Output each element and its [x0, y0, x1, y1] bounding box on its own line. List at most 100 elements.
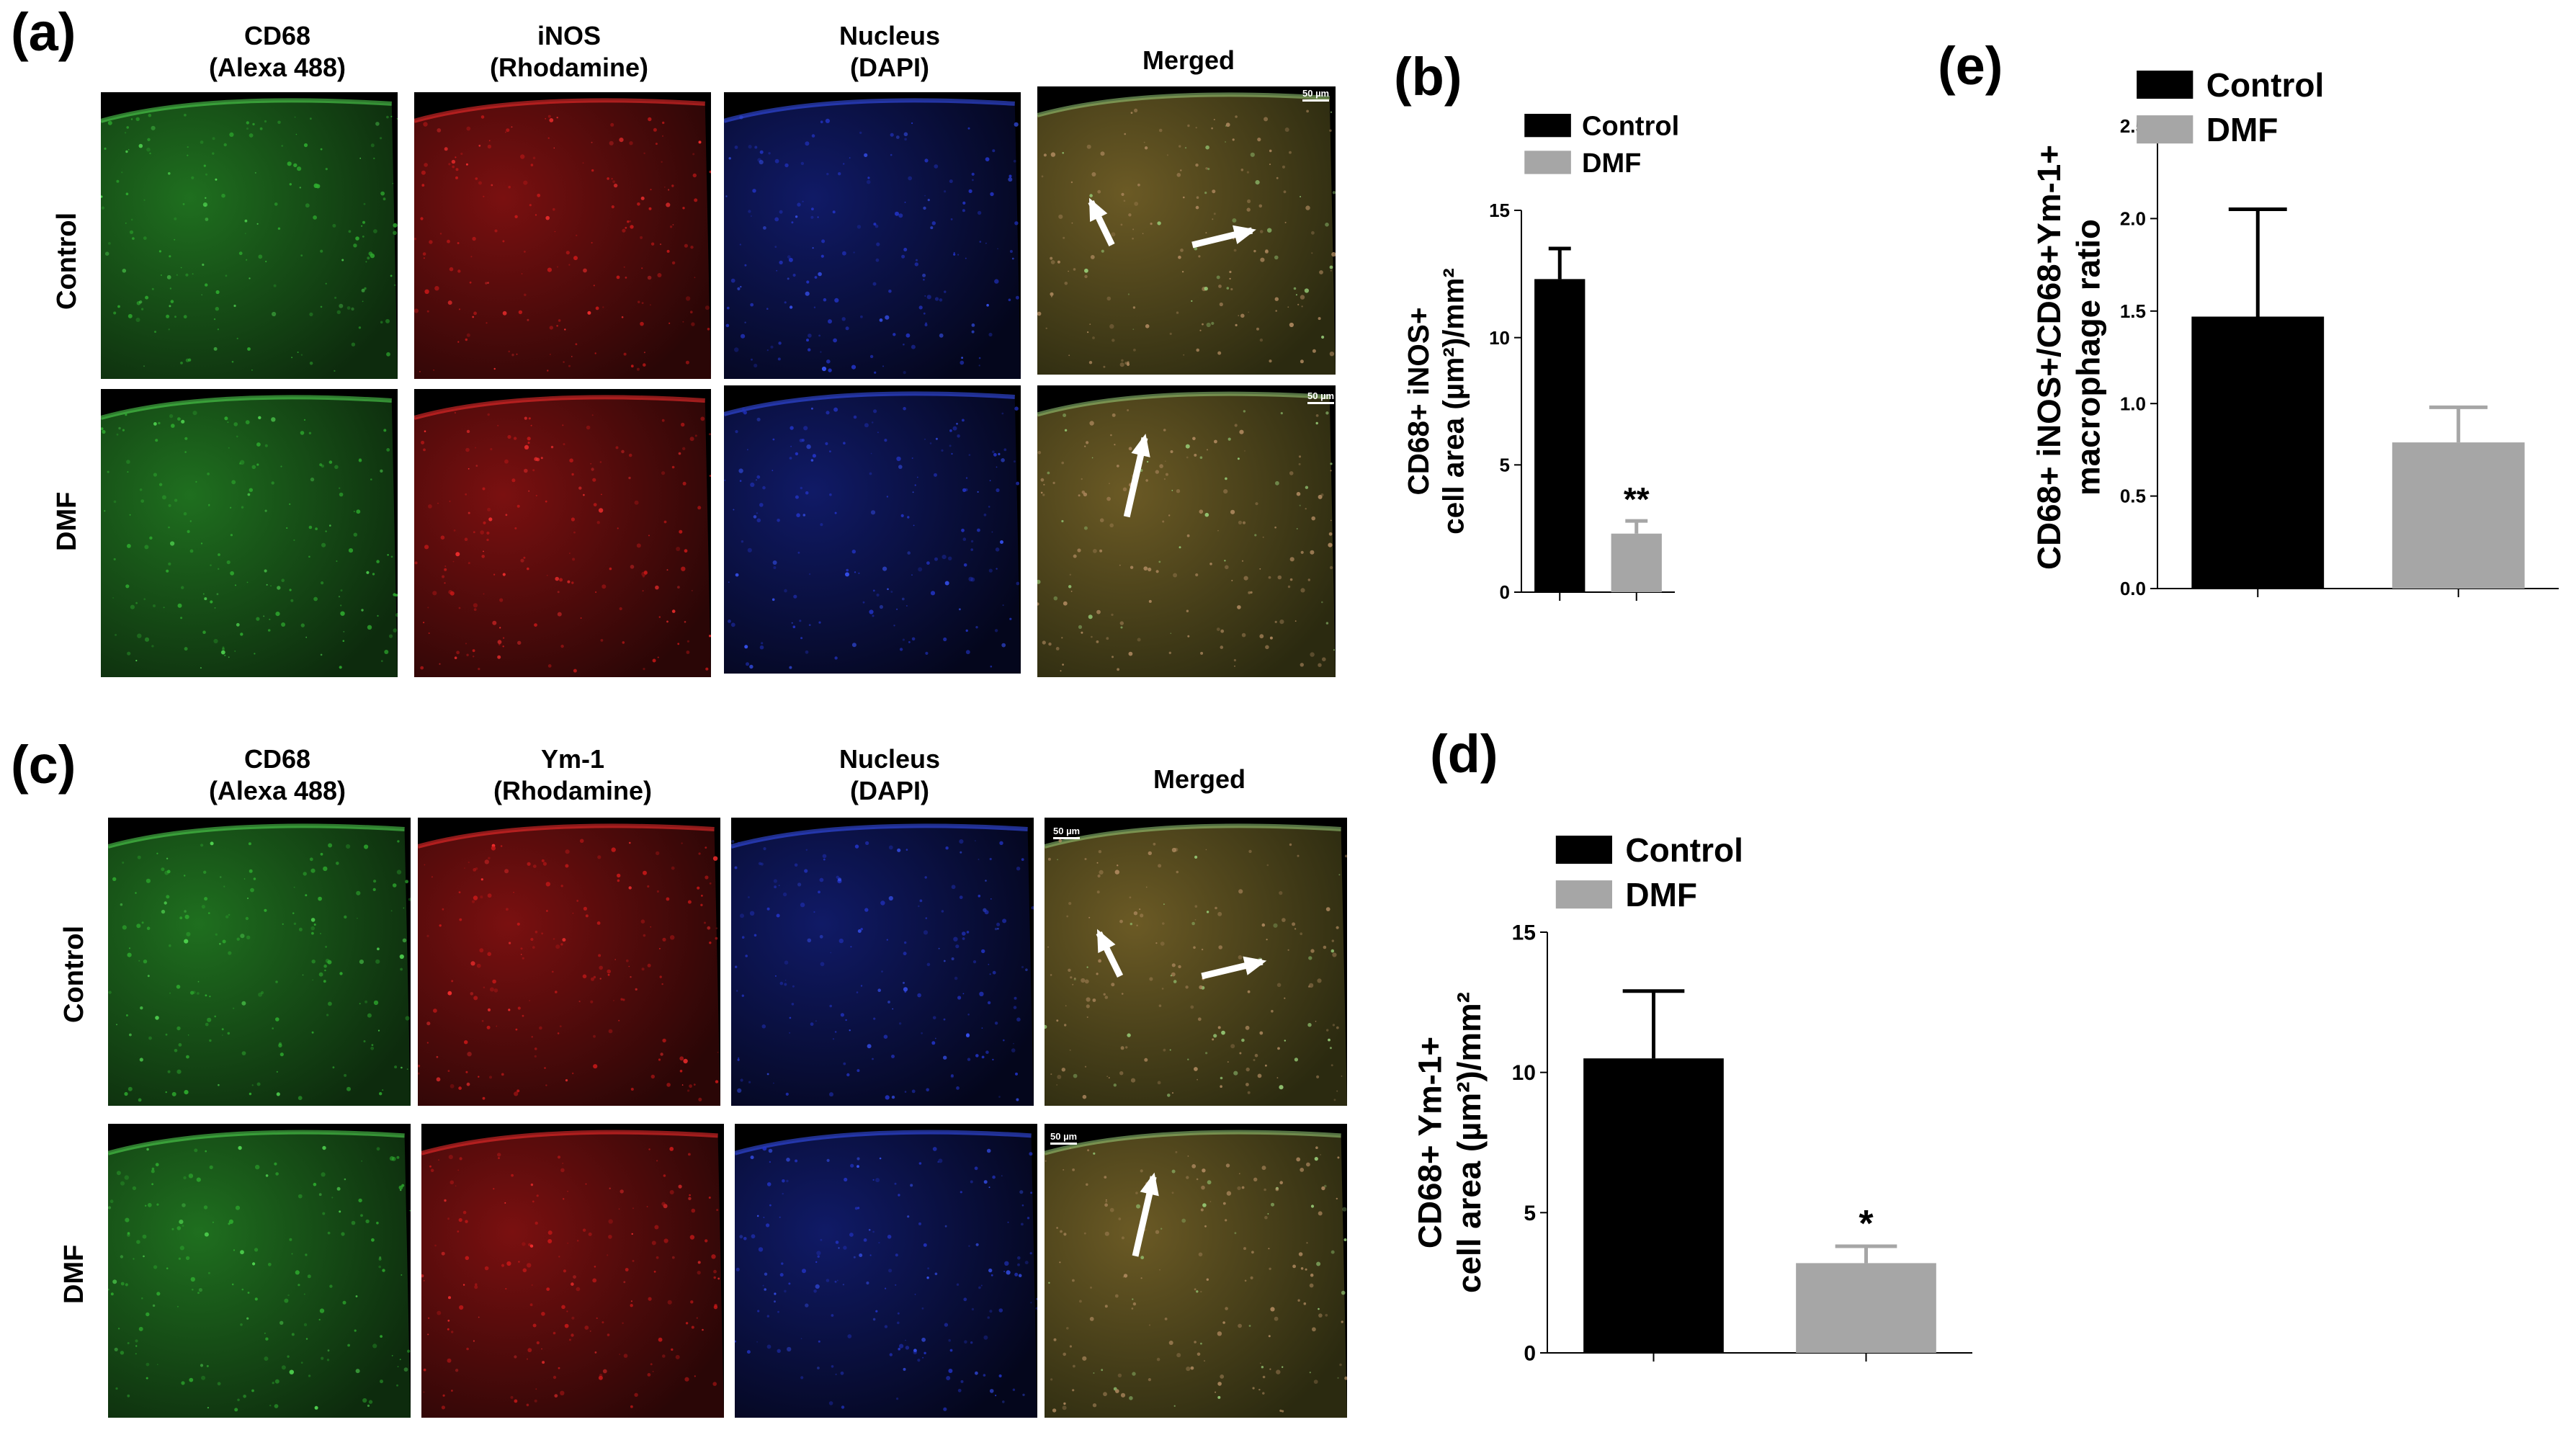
panel-a-header-cd68: CD68 (Alexa 488) [208, 21, 346, 82]
legend-swatch-dmf [1524, 151, 1571, 174]
legend-label-control: Control [1625, 831, 1743, 869]
micrograph-image [418, 818, 720, 1106]
micrograph-image [101, 389, 398, 677]
scale-bar: 50 µm [1050, 1131, 1078, 1145]
micrograph-image [735, 1124, 1037, 1418]
arrow-head-icon [1131, 434, 1150, 457]
bar-dmf [1796, 1263, 1936, 1353]
legend-swatch-control [1524, 114, 1571, 138]
y-tick-label: 1.0 [2120, 393, 2146, 414]
micrograph-c-control-cd68 [108, 818, 411, 1106]
micrograph-a-dmf-merged [1037, 385, 1336, 677]
legend-label-dmf: DMF [1582, 148, 1641, 179]
panel-c-row-dmf: DMF [59, 1244, 89, 1304]
micrograph-image [414, 389, 711, 677]
panel-c-row-control: Control [59, 925, 89, 1023]
arrow-head-icon [1243, 956, 1267, 975]
bar-chart-d: 0 5 10 15 * CD68+ Ym-1+ cell area (µm²)/mm² Con… [1397, 792, 1974, 1426]
micrograph-image [1037, 86, 1336, 375]
micrograph-image [1037, 385, 1336, 677]
panel-a-header-inos: iNOS (Rhodamine) [490, 21, 648, 82]
micrograph-image [108, 818, 411, 1106]
legend-label-dmf: DMF [1625, 876, 1697, 913]
bar-control [2191, 316, 2325, 589]
legend-swatch-dmf [2137, 115, 2193, 144]
legend-swatch-control [1555, 836, 1612, 864]
panel-label-e: (e) [1938, 36, 2003, 96]
scale-bar: 50 µm [1302, 88, 1330, 102]
y-tick-label: 15 [1489, 200, 1510, 221]
chart-svg: 0 5 10 15 * CD68+ Ym-1+ cell area (µm²)/mm² Con… [1411, 831, 1972, 1366]
micrograph-c-control-merged [1045, 818, 1347, 1106]
panel-a-row-control: Control [52, 212, 82, 310]
bar-control [1583, 1058, 1724, 1353]
y-tick-label: 0 [1524, 1342, 1536, 1366]
y-tick-label: 1.5 [2120, 300, 2146, 322]
micrograph-c-dmf-ym1 [421, 1124, 724, 1418]
panel-a-header-merged: Merged [1142, 45, 1235, 75]
micrograph-image [1045, 1124, 1347, 1418]
micrograph-image [724, 92, 1021, 379]
chart-svg: 0 5 10 15 ** CD68+ iNOS+ cell area (µm²)/mm² Co… [1402, 112, 1679, 603]
micrograph-c-control-ym1 [418, 818, 720, 1106]
bar-dmf [1611, 533, 1662, 592]
y-tick-label: 15 [1512, 921, 1536, 945]
micrograph-image [724, 385, 1021, 674]
y-axis-label: cell area (µm²)/mm² [1451, 992, 1488, 1293]
panel-label-d: (d) [1430, 724, 1498, 784]
micrograph-image [108, 1124, 411, 1418]
legend-label-dmf: DMF [2206, 111, 2278, 148]
bar-dmf [2392, 442, 2525, 589]
y-tick-label: 0.5 [2120, 486, 2146, 507]
micrograph-a-dmf-nucleus [724, 385, 1021, 674]
panel-label-b: (b) [1394, 47, 1462, 107]
legend-label-control: Control [2206, 66, 2325, 104]
micrograph-c-dmf-merged [1045, 1124, 1347, 1418]
micrograph-image [101, 92, 398, 379]
micrograph-a-control-merged [1037, 86, 1336, 375]
micrograph-c-dmf-nucleus [735, 1124, 1037, 1418]
micrograph-a-control-cd68 [101, 92, 398, 379]
micrograph-a-dmf-cd68 [101, 389, 398, 677]
y-axis-label: cell area (µm²)/mm² [1436, 268, 1470, 535]
bar-control [1534, 279, 1586, 592]
y-tick-label: 2.0 [2120, 208, 2146, 230]
micrograph-a-control-nucleus [724, 92, 1021, 379]
micrograph-c-dmf-cd68 [108, 1124, 411, 1418]
panel-label-c: (c) [11, 735, 76, 795]
panel-a-header-nucleus: Nucleus (DAPI) [838, 21, 941, 82]
y-tick-label: 10 [1512, 1061, 1536, 1085]
y-axis-label: CD68+ iNOS+ [1402, 308, 1435, 496]
micrograph-image [414, 92, 711, 379]
significance-label: ** [1624, 480, 1650, 518]
legend-swatch-control [2137, 71, 2193, 99]
micrograph-c-control-nucleus [731, 818, 1034, 1106]
scale-bar: 50 µm [1053, 826, 1081, 839]
micrograph-image [731, 818, 1034, 1106]
bar-chart-b: 0 5 10 15 ** CD68+ iNOS+ cell area (µm²)/mm² Co… [1390, 86, 1895, 692]
micrograph-image [421, 1124, 724, 1418]
y-tick-label: 0 [1500, 581, 1510, 603]
panel-c-header-ym1: Ym-1 (Rhodamine) [493, 744, 652, 805]
micrograph-a-control-inos [414, 92, 711, 379]
scale-bar: 50 µm [1307, 390, 1335, 404]
y-tick-label: 5 [1500, 454, 1510, 475]
panel-c-header-nucleus: Nucleus (DAPI) [838, 744, 941, 805]
panel-c-header-cd68: CD68 (Alexa 488) [208, 744, 346, 805]
panel-a-row-dmf: DMF [52, 491, 82, 551]
bar-chart-e: 0.0 0.5 1.0 1.5 2.0 2.5 CD68+ iNOS+/CD68+Ym-1+… [2003, 58, 2564, 627]
y-tick-label: 5 [1524, 1202, 1536, 1225]
panel-label-a: (a) [11, 2, 76, 62]
panel-c-header-merged: Merged [1153, 764, 1246, 794]
arrow-head-icon [1088, 197, 1108, 222]
legend-label-control: Control [1582, 112, 1679, 142]
arrow-head-icon [1096, 929, 1116, 953]
significance-label: * [1859, 1203, 1874, 1245]
arrow-head-icon [1140, 1172, 1159, 1197]
micrograph-image [1045, 818, 1347, 1106]
y-tick-label: 0.0 [2120, 578, 2146, 599]
y-axis-label: CD68+ iNOS+/CD68+Ym-1+ [2031, 145, 2067, 570]
legend-swatch-dmf [1555, 880, 1612, 909]
